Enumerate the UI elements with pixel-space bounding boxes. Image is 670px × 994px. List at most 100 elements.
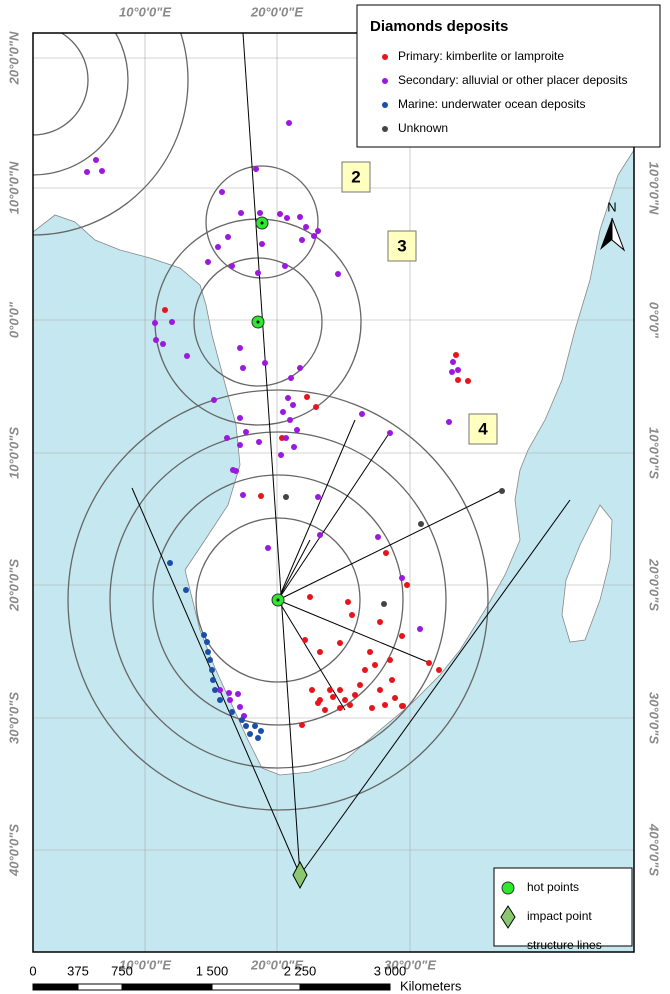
north-arrow [600, 217, 626, 252]
deposit [252, 723, 258, 729]
deposit [284, 215, 290, 221]
deposit [282, 263, 288, 269]
deposit [387, 430, 393, 436]
deposit [287, 417, 293, 423]
lat-label: 20°0'0"S [647, 558, 662, 611]
region-box [341, 161, 371, 193]
deposit [167, 560, 173, 566]
deposit [201, 632, 207, 638]
deposit [169, 319, 175, 325]
scale-tick: 3 000 [374, 963, 407, 978]
deposit [215, 244, 221, 250]
deposit [205, 259, 211, 265]
legend-item: Primary: kimberlite or lamproite [398, 49, 564, 63]
deposit [347, 702, 353, 708]
legend-symbol [382, 78, 388, 84]
frame [32, 32, 635, 953]
deposit [317, 532, 323, 538]
deposit [207, 657, 213, 663]
deposit [352, 692, 358, 698]
madagascar [561, 504, 613, 643]
deposit [377, 687, 383, 693]
deposit [291, 444, 297, 450]
scale-tick: 1 500 [196, 963, 229, 978]
deposit [240, 365, 246, 371]
deposit [349, 612, 355, 618]
deposit [278, 452, 284, 458]
deposit [290, 402, 296, 408]
deposit [258, 493, 264, 499]
lat-label: 0°0'0" [647, 302, 662, 339]
deposit [211, 397, 217, 403]
deposit [237, 415, 243, 421]
deposit [337, 705, 343, 711]
structure-lines [131, 33, 571, 876]
deposit [362, 667, 368, 673]
deposit [240, 492, 246, 498]
deposit [280, 409, 286, 415]
deposit [357, 682, 363, 688]
scale-segment [32, 983, 79, 991]
deposit [455, 377, 461, 383]
deposit [299, 237, 305, 243]
deposit [309, 687, 315, 693]
scale-segment [299, 983, 391, 991]
legend-item: Marine: underwater ocean deposits [398, 97, 585, 111]
legend-item: hot points [527, 880, 579, 894]
deposit [283, 494, 289, 500]
deposit [335, 271, 341, 277]
legend-item: Unknown [398, 121, 448, 135]
lat-label: 10°0'0"S [647, 427, 662, 479]
deposit [205, 649, 211, 655]
deposit [210, 677, 216, 683]
deposit [253, 166, 259, 172]
deposit [375, 534, 381, 540]
deposit [219, 189, 225, 195]
region-label: 3 [397, 236, 406, 255]
deposit [84, 169, 90, 175]
scale-tick: 2 250 [284, 963, 317, 978]
deposit [259, 241, 265, 247]
deposit [455, 367, 461, 373]
deposit [330, 694, 336, 700]
deposit [367, 649, 373, 655]
deposit [449, 369, 455, 375]
deposit [404, 582, 410, 588]
deposit [243, 429, 249, 435]
deposit [212, 687, 218, 693]
scale-segment [211, 983, 301, 991]
scale-segment [121, 983, 213, 991]
lat-label: 20°0'0"S [6, 559, 21, 612]
deposit [184, 353, 190, 359]
legend-item: structure lines [527, 938, 602, 952]
deposit [229, 709, 235, 715]
lat-label: 40°0'0"S [647, 823, 662, 876]
deposit [239, 717, 245, 723]
deposit [237, 442, 243, 448]
deposit [417, 626, 423, 632]
scale-segment [77, 983, 123, 991]
legend-title: Diamonds deposits [370, 18, 508, 35]
deposit [286, 120, 292, 126]
lon-label: 10°0'0"E [119, 957, 171, 972]
deposit [204, 639, 210, 645]
deposit [315, 494, 321, 500]
deposit [183, 587, 189, 593]
deposit [372, 662, 378, 668]
deposit [400, 703, 406, 709]
deposit [317, 649, 323, 655]
deposit [302, 637, 308, 643]
deposit [345, 599, 351, 605]
lat-label: 0°0'0" [6, 301, 21, 338]
deposit [233, 468, 239, 474]
lon-label: 30°0'0"E [384, 957, 436, 972]
deposit [243, 723, 249, 729]
deposit [383, 550, 389, 556]
deposit [465, 378, 471, 384]
deposit [283, 435, 289, 441]
lat-label: 30°0'0"S [6, 692, 21, 744]
deposit [277, 211, 283, 217]
lon-label: 20°0'0"E [250, 4, 303, 19]
deposit [337, 687, 343, 693]
deposit [369, 705, 375, 711]
